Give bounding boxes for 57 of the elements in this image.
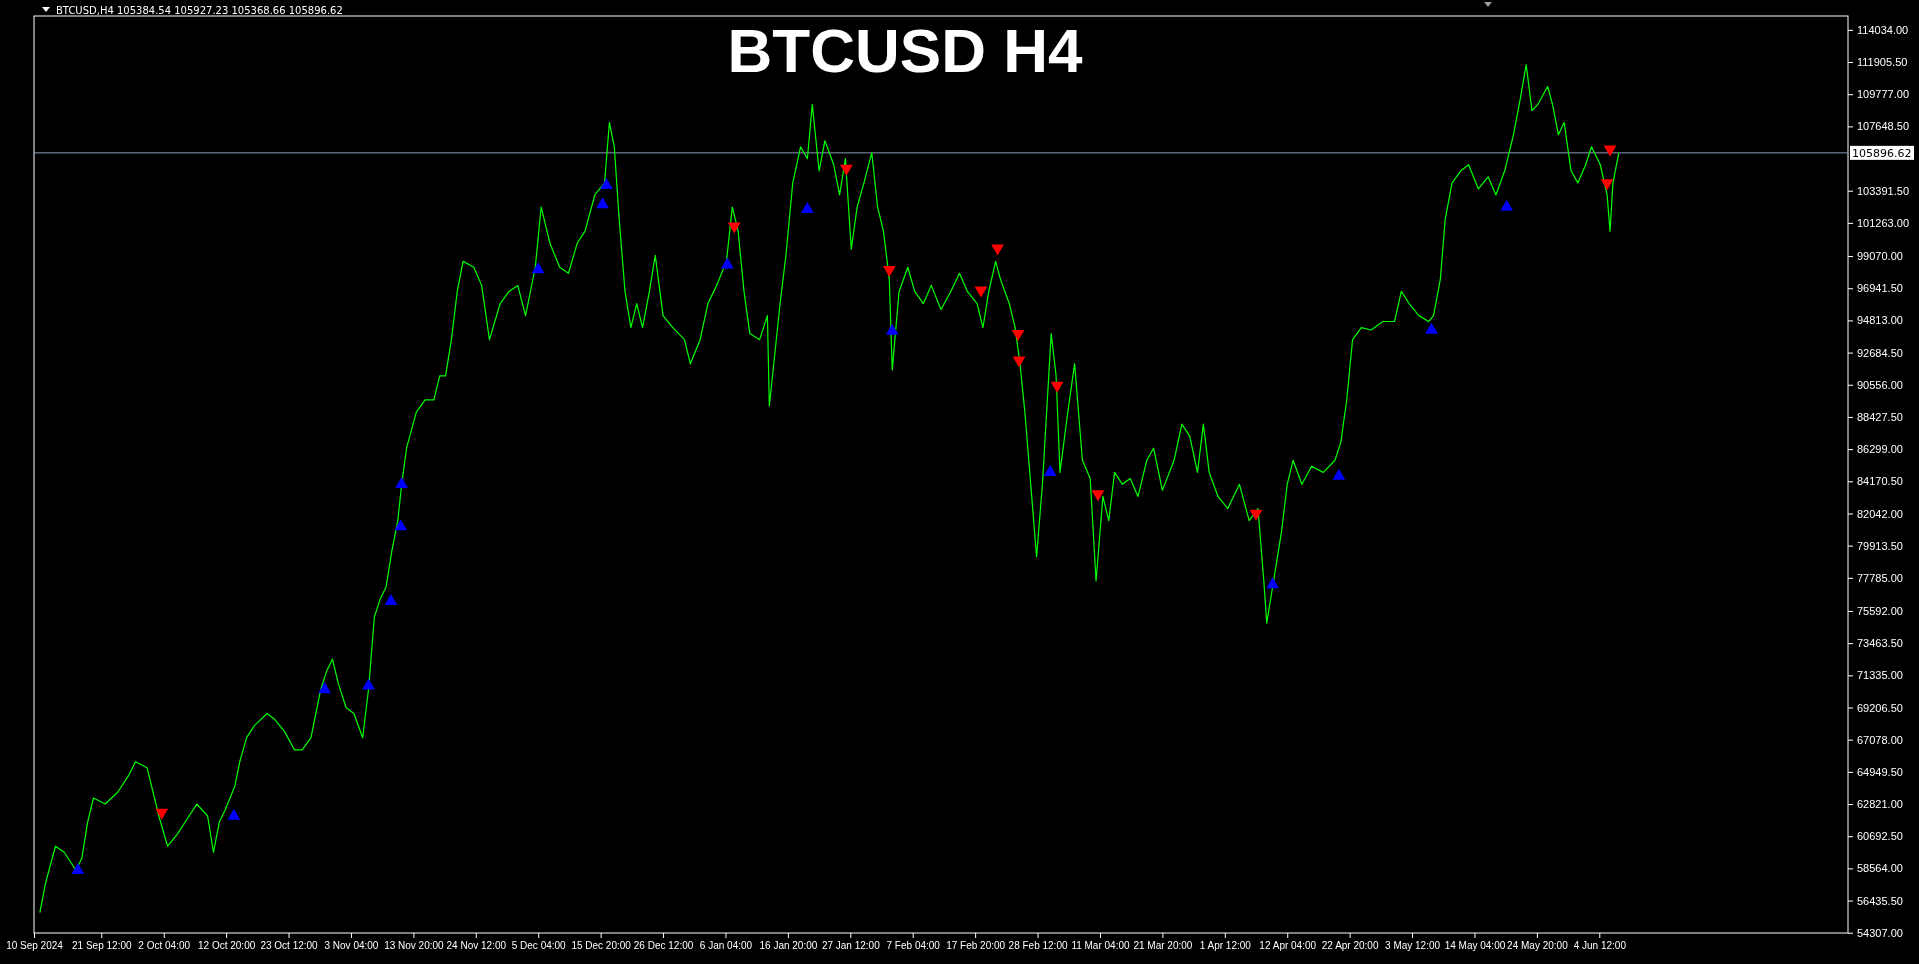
x-tick-label: 5 Dec 04:00 [511, 940, 567, 952]
chart-title: BTCUSD H4 [727, 16, 1083, 85]
y-tick-label: 71335.00 [1857, 669, 1903, 682]
x-tick-label: 17 Feb 20:00 [946, 940, 1006, 952]
x-tick-label: 22 Apr 20:00 [1321, 940, 1379, 952]
x-tick-label: 23 Oct 12:00 [260, 940, 319, 952]
x-tick-label: 14 May 04:00 [1444, 940, 1506, 952]
y-tick-label: 107648.50 [1857, 120, 1909, 133]
x-tick-label: 4 Jun 12:00 [1573, 940, 1627, 952]
y-tick-label: 94813.00 [1857, 314, 1903, 327]
x-tick-label: 15 Dec 20:00 [571, 940, 632, 952]
x-tick-label: 16 Jan 20:00 [759, 940, 818, 952]
y-tick-label: 54307.00 [1857, 926, 1903, 939]
x-tick-label: 1 Apr 12:00 [1199, 940, 1252, 952]
y-tick-label: 75592.00 [1857, 605, 1903, 617]
y-tick-label: 77785.00 [1857, 571, 1903, 584]
y-tick-label: 69206.50 [1857, 701, 1903, 714]
x-tick-label: 12 Oct 20:00 [198, 940, 256, 952]
x-tick-label: 11 Mar 04:00 [1071, 940, 1130, 952]
y-tick-label: 67078.00 [1857, 733, 1903, 746]
y-tick-label: 84170.50 [1857, 475, 1903, 488]
x-tick-label: 6 Jan 04:00 [699, 940, 753, 952]
y-tick-label: 111905.50 [1857, 56, 1908, 69]
y-tick-label: 73463.50 [1857, 637, 1903, 650]
y-tick-label: 99070.00 [1857, 250, 1903, 263]
y-tick-label: 60692.50 [1857, 830, 1903, 843]
x-tick-label: 12 Apr 04:00 [1259, 940, 1317, 952]
x-tick-label: 3 May 12:00 [1385, 940, 1441, 952]
y-tick-label: 64949.50 [1857, 765, 1903, 778]
y-tick-label: 109777.00 [1857, 88, 1909, 101]
y-tick-label: 103391.50 [1857, 184, 1909, 197]
x-tick-label: 21 Sep 12:00 [72, 940, 132, 952]
y-tick-label: 96941.50 [1857, 282, 1903, 295]
x-tick-label: 28 Feb 12:00 [1008, 940, 1068, 952]
x-tick-label: 2 Oct 04:00 [138, 940, 191, 952]
x-tick-label: 3 Nov 04:00 [324, 940, 379, 952]
y-tick-label: 56435.50 [1857, 894, 1903, 907]
x-tick-label: 21 Mar 20:00 [1133, 940, 1193, 952]
ref-line-label: 105896.62 [1852, 146, 1912, 160]
y-tick-label: 92684.50 [1857, 346, 1903, 359]
x-tick-label: 26 Dec 12:00 [633, 940, 694, 952]
x-tick-label: 13 Nov 20:00 [384, 940, 445, 952]
x-tick-label: 27 Jan 12:00 [821, 940, 881, 952]
y-tick-label: 114034.00 [1857, 23, 1909, 36]
y-tick-label: 101263.00 [1857, 216, 1909, 229]
y-tick-label: 90556.00 [1857, 378, 1903, 391]
y-tick-label: 79913.50 [1857, 539, 1903, 552]
y-tick-label: 58564.00 [1857, 862, 1903, 875]
text: BTCUSD,H4 105384.54 105927.23 105368.66 105896.62 [56, 4, 343, 16]
y-tick-label: 86299.00 [1857, 443, 1903, 456]
x-tick-label: 24 May 20:00 [1507, 940, 1569, 952]
x-tick-label: 10 Sep 2024 [6, 940, 64, 952]
x-tick-label: 7 Feb 04:00 [886, 940, 941, 952]
y-tick-label: 82042.00 [1857, 507, 1903, 520]
x-tick-label: 24 Nov 12:00 [446, 940, 507, 952]
y-tick-label: 88427.50 [1857, 410, 1903, 423]
y-tick-label: 62821.00 [1857, 798, 1903, 811]
